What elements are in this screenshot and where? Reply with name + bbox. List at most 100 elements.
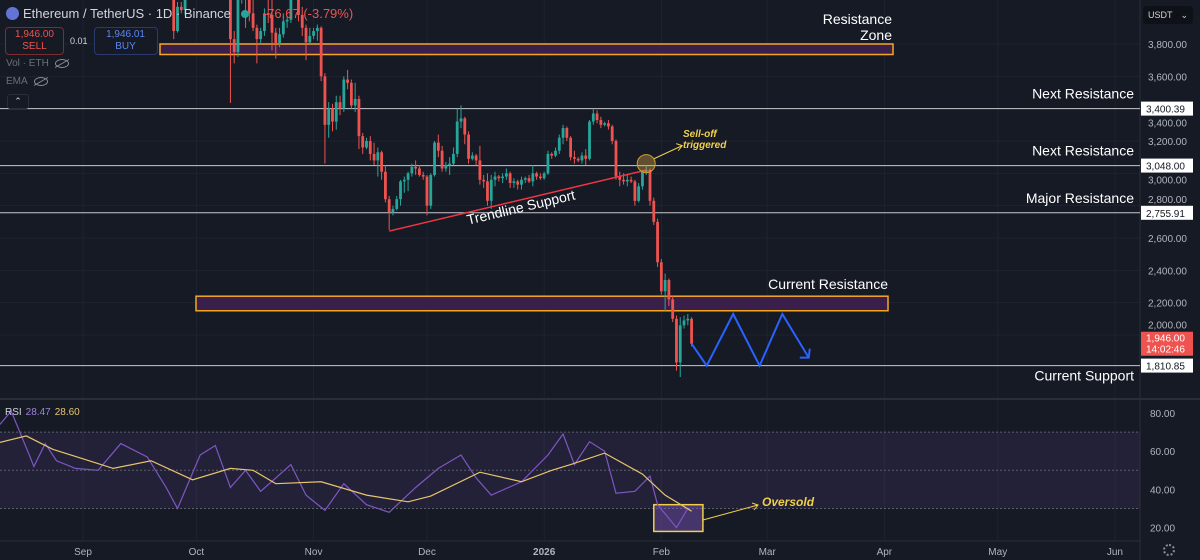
candle bbox=[652, 197, 656, 226]
candle bbox=[349, 79, 353, 109]
candle-body bbox=[470, 155, 474, 159]
candle bbox=[629, 176, 633, 184]
candle bbox=[270, 0, 274, 51]
candle bbox=[436, 134, 440, 158]
candle bbox=[595, 110, 599, 124]
candle-body bbox=[315, 27, 319, 32]
candle-body bbox=[421, 174, 425, 177]
axes: 3,800.00 3,600.00 3,400.00 3,200.00 3,000.00… bbox=[74, 40, 1193, 558]
eye-off-icon[interactable] bbox=[33, 77, 48, 86]
selloff-label: Sell-off bbox=[683, 129, 718, 140]
candle-body bbox=[436, 142, 440, 151]
candle-body bbox=[312, 31, 315, 36]
candle bbox=[410, 163, 414, 177]
candle bbox=[376, 147, 380, 177]
rsi-legend[interactable]: RSI 28.47 28.60 bbox=[5, 407, 80, 418]
symbol-legend[interactable]: Ethereum / TetherUS · 1D · Binance -76.6… bbox=[6, 6, 353, 21]
candle bbox=[504, 168, 508, 180]
candle-body bbox=[682, 320, 686, 326]
indicator-volume[interactable]: Vol · ETH bbox=[6, 58, 69, 69]
rsi-tick-label: 80.00 bbox=[1150, 409, 1175, 420]
candle bbox=[470, 152, 474, 161]
sell-button[interactable]: 1,946.00 SELL bbox=[5, 27, 64, 55]
candle-body bbox=[425, 176, 429, 206]
level-price-label: 2,755.91 bbox=[1146, 209, 1185, 220]
currency-selector[interactable]: USDT ⌄ bbox=[1143, 6, 1193, 24]
candle bbox=[297, 0, 300, 22]
candle-body bbox=[516, 181, 520, 185]
rsi-value: 28.47 bbox=[25, 407, 51, 418]
candle bbox=[482, 174, 486, 188]
candle-body bbox=[622, 179, 625, 182]
collapse-legend-button[interactable]: ⌃ bbox=[7, 94, 29, 109]
currency-label: USDT bbox=[1148, 10, 1173, 20]
candle-body bbox=[690, 318, 693, 344]
price-tick-label: 2,400.00 bbox=[1148, 266, 1187, 277]
candle-body bbox=[625, 179, 629, 182]
settings-gear-icon[interactable] bbox=[1163, 544, 1175, 556]
candle-body bbox=[172, 0, 176, 32]
candle-body bbox=[508, 173, 512, 184]
price-tick-label: 3,800.00 bbox=[1148, 40, 1187, 51]
candle bbox=[561, 124, 565, 145]
candle-body bbox=[327, 108, 331, 125]
candle-body bbox=[361, 136, 365, 148]
candle bbox=[304, 24, 308, 61]
eye-off-icon[interactable] bbox=[54, 59, 69, 68]
candle-body bbox=[440, 150, 444, 169]
candle bbox=[527, 174, 531, 184]
candle-body bbox=[667, 280, 671, 300]
price-tick-label: 2,600.00 bbox=[1148, 234, 1187, 245]
candle bbox=[334, 95, 338, 130]
candle-body bbox=[671, 299, 675, 319]
indicator-ema[interactable]: EMA bbox=[6, 76, 48, 87]
candle-body bbox=[644, 170, 648, 172]
candle bbox=[584, 149, 588, 166]
trendline-label: Trendline Support bbox=[465, 187, 577, 228]
buy-button[interactable]: 1,946.01 BUY bbox=[93, 27, 158, 55]
candle bbox=[607, 119, 610, 130]
time-tick-label: Sep bbox=[74, 547, 92, 558]
candle bbox=[580, 152, 584, 164]
candle bbox=[259, 27, 263, 44]
candle bbox=[251, 0, 255, 32]
candle bbox=[565, 126, 569, 142]
candle bbox=[315, 24, 319, 41]
candle bbox=[512, 178, 516, 188]
buy-label: BUY bbox=[115, 41, 136, 52]
candle-body bbox=[357, 98, 361, 137]
candle bbox=[448, 157, 452, 175]
rsi-ma-line bbox=[0, 435, 692, 512]
candle bbox=[667, 278, 671, 306]
candle bbox=[346, 69, 349, 90]
candle bbox=[338, 95, 342, 116]
candle-body bbox=[595, 113, 599, 120]
time-tick-label: Mar bbox=[759, 547, 777, 558]
candle bbox=[387, 195, 391, 230]
selloff-label: triggered bbox=[683, 140, 727, 151]
candle bbox=[497, 174, 501, 182]
candle-body bbox=[402, 179, 406, 182]
rsi-line bbox=[0, 409, 692, 529]
candle bbox=[331, 103, 334, 132]
candle-body bbox=[353, 98, 357, 106]
candle-body bbox=[588, 121, 591, 159]
candle-body bbox=[331, 108, 334, 122]
candle bbox=[576, 157, 580, 163]
time-tick-label: Oct bbox=[189, 547, 205, 558]
rsi-pane[interactable] bbox=[0, 409, 1140, 533]
level-label: Major Resistance bbox=[1026, 190, 1134, 206]
candle-body bbox=[527, 178, 531, 182]
candle bbox=[546, 150, 550, 175]
candle bbox=[402, 176, 406, 193]
candle-body bbox=[278, 34, 281, 44]
candle bbox=[357, 95, 361, 150]
candle bbox=[342, 76, 346, 112]
candle-body bbox=[652, 200, 656, 222]
level-price-label: 3,400.39 bbox=[1146, 105, 1185, 116]
zone-label: Current Resistance bbox=[768, 276, 888, 292]
indicator-label: EMA bbox=[6, 76, 28, 87]
level-label: Next Resistance bbox=[1032, 86, 1134, 102]
candle bbox=[686, 313, 690, 326]
